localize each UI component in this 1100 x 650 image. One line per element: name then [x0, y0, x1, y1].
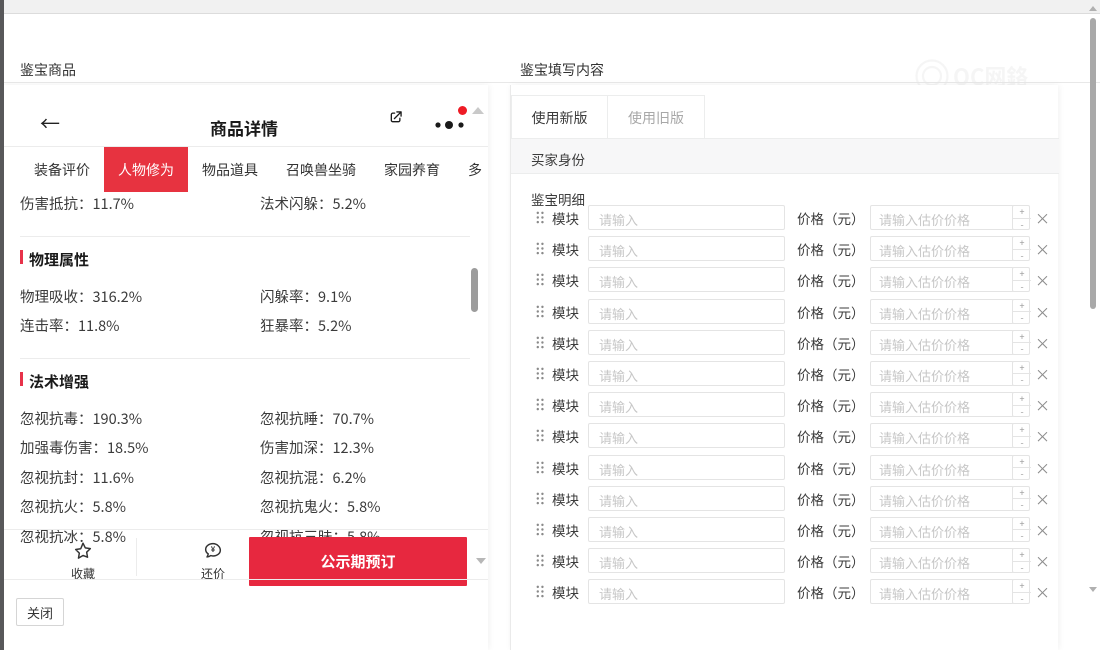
- svg-text:¥: ¥: [211, 544, 216, 555]
